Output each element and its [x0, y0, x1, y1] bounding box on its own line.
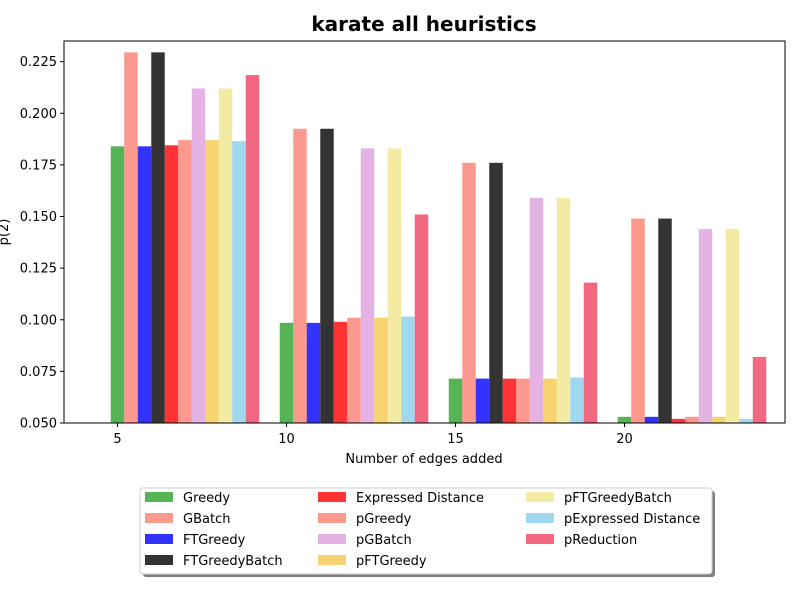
legend-swatch — [145, 534, 173, 544]
legend-label: GBatch — [183, 512, 230, 527]
x-tick-label: 20 — [616, 432, 633, 447]
legend-label: FTGreedy — [183, 533, 246, 548]
y-tick-label: 0.225 — [20, 55, 57, 70]
bar-pgbatch-20 — [698, 228, 713, 423]
bar-gbatch-20 — [631, 218, 645, 423]
legend-items: Greedy GBatch FTGreedy FTGreedyBatch Express… — [145, 491, 700, 569]
y-tick-label: 0.175 — [20, 158, 57, 173]
bar-greedy-15 — [448, 378, 463, 423]
bar-ftgreedybatch-15 — [489, 162, 503, 423]
bar-pexpressed-distance-5 — [232, 141, 246, 424]
bar-preduction-10 — [414, 214, 429, 423]
y-axis-label: p(2) — [0, 219, 12, 246]
bar-pgreedy-20 — [685, 416, 699, 423]
bar-pftgreedy-15 — [543, 378, 557, 423]
bar-pftgreedybatch-5 — [218, 88, 233, 424]
legend-label: pFTGreedyBatch — [564, 491, 672, 506]
chart-title: karate all heuristics — [311, 12, 536, 36]
bar-gbatch-10 — [293, 128, 307, 423]
bar-pgbatch-15 — [529, 197, 544, 423]
bar-gbatch-15 — [462, 162, 476, 423]
legend-swatch — [145, 555, 173, 565]
legend-label: Greedy — [183, 491, 230, 506]
bar-pexpressed-distance-15 — [570, 377, 584, 423]
bar-pexpressed-distance-10 — [401, 316, 415, 423]
legend-label: pGBatch — [356, 533, 412, 548]
bar-expressed-distance-10 — [333, 321, 348, 423]
legend: Greedy GBatch FTGreedy FTGreedyBatch Express… — [139, 487, 715, 577]
bar-pgbatch-5 — [191, 88, 206, 424]
y-tick-label: 0.100 — [20, 313, 57, 328]
bar-ftgreedybatch-20 — [658, 218, 672, 423]
legend-label: pExpressed Distance — [564, 512, 700, 527]
legend-label: pReduction — [564, 533, 637, 548]
x-tick-label: 15 — [447, 432, 464, 447]
legend-label: pGreedy — [356, 512, 412, 527]
bar-greedy-10 — [279, 322, 294, 423]
y-tick-label: 0.200 — [20, 107, 57, 122]
bar-expressed-distance-15 — [502, 378, 517, 423]
bar-pexpressed-distance-20 — [739, 418, 753, 423]
x-axis-label: Number of edges added — [345, 452, 502, 467]
bar-pftgreedy-10 — [374, 317, 388, 423]
bar-pftgreedybatch-20 — [725, 228, 740, 423]
bar-greedy-20 — [617, 416, 632, 423]
y-tick-label: 0.075 — [20, 365, 57, 380]
legend-swatch — [145, 513, 173, 523]
bar-ftgreedybatch-10 — [320, 128, 334, 423]
bar-preduction-20 — [752, 356, 767, 423]
legend-swatch — [526, 513, 554, 523]
y-tick-label: 0.125 — [20, 262, 57, 277]
bar-pgbatch-10 — [360, 148, 375, 423]
bar-pftgreedy-5 — [205, 140, 219, 423]
bar-greedy-5 — [110, 146, 125, 423]
bar-ftgreedybatch-5 — [151, 52, 165, 424]
y-axis-ticks: 0.050 0.075 0.100 0.125 0.150 0.175 0.200 0.225 — [20, 55, 64, 432]
bar-pftgreedybatch-15 — [556, 197, 571, 423]
legend-swatch — [318, 534, 346, 544]
bars — [110, 52, 767, 424]
legend-label: Expressed Distance — [356, 491, 484, 506]
legend-swatch — [318, 513, 346, 523]
bar-ftgreedy-10 — [306, 322, 321, 423]
bar-pftgreedybatch-10 — [387, 148, 402, 423]
bar-expressed-distance-5 — [164, 145, 179, 423]
x-tick-label: 10 — [278, 432, 295, 447]
bar-preduction-15 — [583, 282, 598, 423]
bar-ftgreedy-15 — [475, 378, 490, 423]
bar-ftgreedy-5 — [137, 146, 152, 423]
x-axis-ticks: 5 10 15 20 — [113, 423, 633, 447]
legend-label: pFTGreedy — [356, 554, 427, 569]
plot-frame — [63, 40, 786, 424]
legend-swatch — [145, 492, 173, 502]
bar-ftgreedy-20 — [644, 416, 659, 423]
legend-label: FTGreedyBatch — [183, 554, 283, 569]
legend-box — [139, 487, 713, 575]
bar-pgreedy-10 — [347, 317, 361, 423]
legend-swatch — [318, 555, 346, 565]
y-tick-label: 0.150 — [20, 210, 57, 225]
bar-pgreedy-5 — [178, 140, 192, 423]
legend-swatch — [318, 492, 346, 502]
bar-preduction-5 — [245, 75, 260, 424]
bar-pftgreedy-20 — [712, 416, 726, 423]
bar-expressed-distance-20 — [671, 418, 686, 423]
y-tick-label: 0.050 — [20, 417, 57, 432]
legend-swatch — [526, 492, 554, 502]
bar-pgreedy-15 — [516, 378, 530, 423]
legend-swatch — [526, 534, 554, 544]
bar-gbatch-5 — [124, 52, 138, 424]
x-tick-label: 5 — [113, 432, 121, 447]
